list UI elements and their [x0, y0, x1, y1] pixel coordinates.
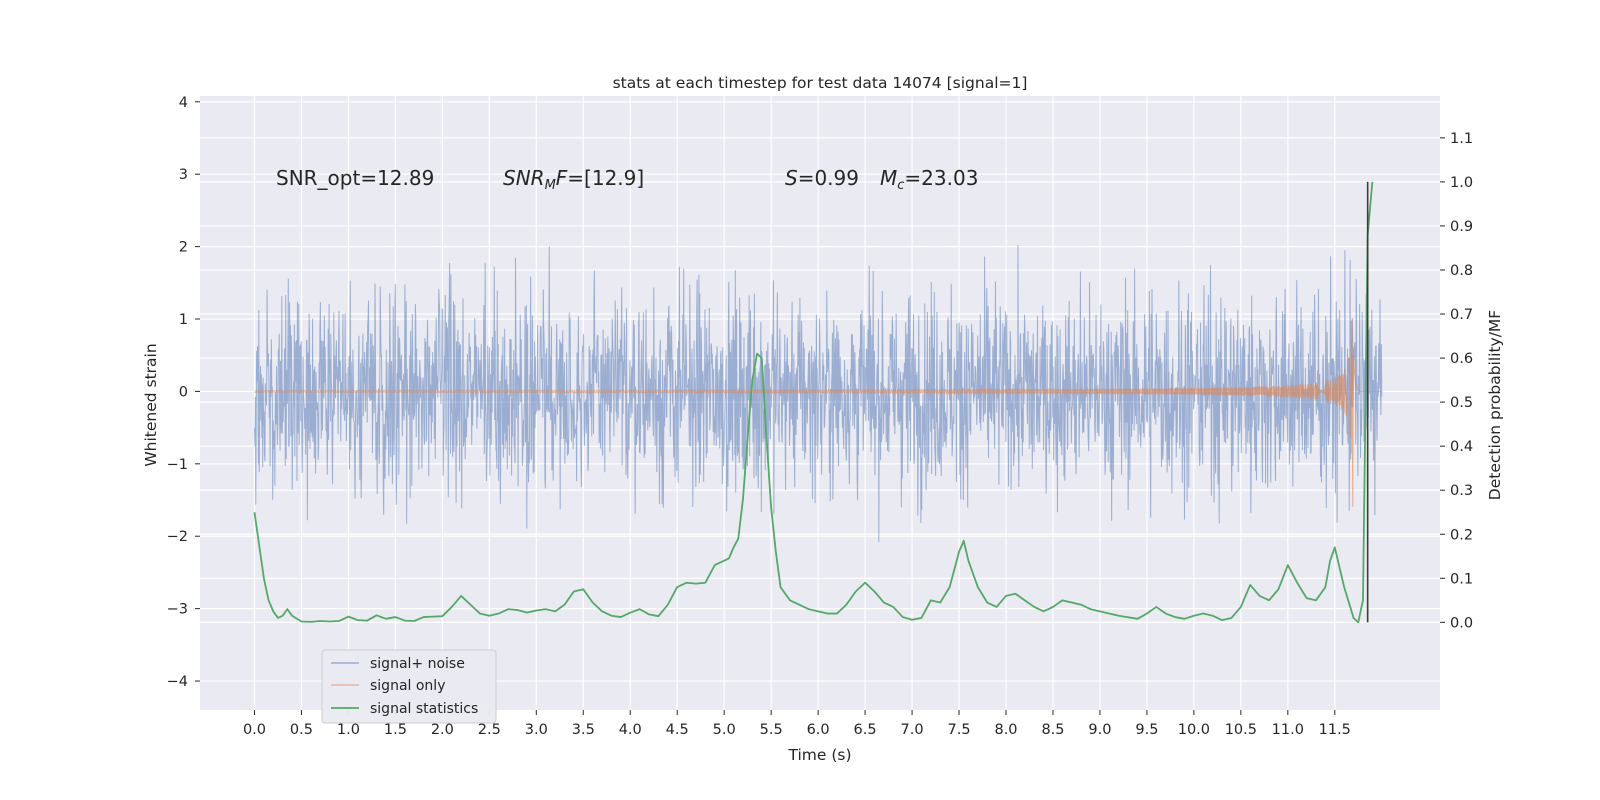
chart-title: stats at each timestep for test data 140…: [613, 74, 1028, 92]
y-right-tick-label-1: 1.0: [1450, 175, 1473, 191]
y-right-tick-label-10: 0.1: [1450, 571, 1473, 587]
y-tick-label-2: 2: [179, 240, 188, 256]
y-tick-label-3: 1: [179, 312, 188, 328]
y-right-tick-label-7: 0.4: [1450, 439, 1473, 455]
x-tick-label-13: 6.5: [854, 722, 877, 738]
x-tick-label-16: 8.0: [994, 722, 1017, 738]
y-right-axis-label: Detection probability/MF: [1486, 310, 1504, 501]
x-tick-label-21: 10.5: [1225, 722, 1257, 738]
x-tick-label-3: 1.5: [384, 722, 407, 738]
x-tick-label-5: 2.5: [478, 722, 501, 738]
x-tick-label-2: 1.0: [337, 722, 360, 738]
y-right-tick-label-8: 0.3: [1450, 483, 1473, 499]
x-tick-label-7: 3.5: [572, 722, 595, 738]
series-signal-only: [254, 319, 1382, 507]
x-tick-label-10: 5.0: [713, 722, 736, 738]
x-tick-label-6: 3.0: [525, 722, 548, 738]
x-tick-label-4: 2.0: [431, 722, 454, 738]
y-axis-label: Whitened strain: [142, 343, 160, 466]
annotation-snr-mf: SNRMF=[12.9]: [503, 166, 644, 193]
y-tick-label-0: 4: [179, 95, 188, 111]
annotation-s: S=0.99: [785, 166, 859, 190]
legend-label-signal-plus-noise: signal+ noise: [370, 656, 465, 672]
y-tick-label-8: −4: [167, 674, 188, 690]
y-right-tick-label-4: 0.7: [1450, 307, 1473, 323]
y-tick-label-5: −1: [167, 457, 188, 473]
y-right-tick-label-9: 0.2: [1450, 527, 1473, 543]
x-tick-label-0: 0.0: [243, 722, 266, 738]
annotation-mc: Mc=23.03: [880, 166, 978, 193]
x-tick-label-1: 0.5: [290, 722, 313, 738]
x-tick-label-14: 7.0: [901, 722, 924, 738]
legend-box: [321, 649, 497, 724]
x-tick-label-12: 6.0: [807, 722, 830, 738]
series-signal-plus-noise: [253, 245, 1383, 542]
signal-plus-noise-line: [253, 245, 1383, 542]
x-tick-labels: 0.0 0.5 1.0 1.5 2.0 2.5 3.0 3.5 4.0 4.5 5.0 5.5 6.0 6…: [243, 710, 1351, 738]
y-right-tick-label-2: 0.9: [1450, 219, 1473, 235]
x-tick-label-23: 11.5: [1319, 722, 1351, 738]
x-tick-label-22: 11.0: [1272, 722, 1304, 738]
y-right-tick-label-11: 0.0: [1450, 615, 1473, 631]
y-tick-label-1: 3: [179, 167, 188, 183]
series-signal-statistics: [253, 181, 1374, 624]
y-right-tick-label-0: 1.1: [1450, 131, 1473, 147]
y-tick-label-6: −2: [167, 529, 188, 545]
y-right-tick-label-3: 0.8: [1450, 263, 1473, 279]
x-tick-label-11: 5.5: [760, 722, 783, 738]
signal-statistics-line: [253, 181, 1374, 624]
annotation-snr-opt: SNR_opt=12.89: [276, 166, 434, 190]
x-tick-label-20: 10.0: [1178, 722, 1210, 738]
x-tick-label-17: 8.5: [1041, 722, 1064, 738]
legend: signal+ noise signal only signal statist…: [321, 649, 497, 724]
x-axis-label: Time (s): [787, 746, 851, 764]
x-tick-label-8: 4.0: [619, 722, 642, 738]
y-tick-label-7: −3: [167, 602, 188, 618]
y-tick-label-4: 0: [179, 384, 188, 400]
y-right-tick-labels: 1.1 1.0 0.9 0.8 0.7 0.6 0.5 0.4 0.3 0.2 0.1 0.0: [1440, 131, 1473, 631]
x-tick-label-19: 9.5: [1135, 722, 1158, 738]
x-tick-label-15: 7.5: [947, 722, 970, 738]
x-tick-label-18: 9.0: [1088, 722, 1111, 738]
signal-only-line: [254, 319, 1382, 507]
y-right-tick-label-6: 0.5: [1450, 395, 1473, 411]
x-tick-label-9: 4.5: [666, 722, 689, 738]
y-right-tick-label-5: 0.6: [1450, 351, 1473, 367]
legend-label-signal-statistics: signal statistics: [370, 701, 478, 717]
legend-label-signal-only: signal only: [370, 678, 445, 694]
y-tick-labels: 4 3 2 1 0 −1 −2 −3 −4: [167, 95, 200, 690]
